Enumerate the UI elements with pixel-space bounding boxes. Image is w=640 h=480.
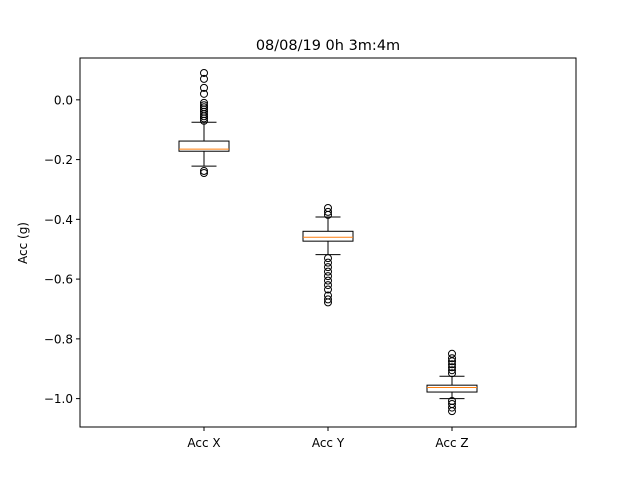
outlier-point [200, 98, 208, 107]
outlier-point [324, 285, 332, 294]
outlier-point [200, 74, 208, 83]
iqr-box [302, 230, 354, 242]
iqr-box [426, 384, 478, 393]
y-axis-label: Acc (g) [16, 222, 30, 264]
outlier-point [200, 103, 208, 112]
outlier-point [448, 354, 456, 363]
x-tick-label: Acc X [187, 436, 220, 450]
outlier-point [448, 399, 456, 408]
outlier-point [448, 366, 456, 375]
outlier-point [200, 169, 208, 178]
plot-frame [79, 57, 577, 428]
outlier-point [200, 89, 208, 98]
chart-title: 08/08/19 0h 3m:4m [256, 38, 400, 54]
box-acc-x [178, 68, 230, 178]
outlier-point [324, 263, 332, 272]
y-axis-ticks: 0.0 −0.2 −0.4 −0.6 −0.8 −1.0 [44, 93, 80, 406]
outlier-point [448, 363, 456, 372]
outlier-point [324, 291, 332, 300]
outlier-point [324, 203, 332, 212]
outlier-point [200, 101, 208, 110]
outlier-point [324, 276, 332, 285]
outlier-point [324, 295, 332, 304]
outlier-point [448, 360, 456, 369]
y-tick-label: 0.0 [54, 93, 73, 107]
y-tick-label: −0.8 [44, 332, 73, 346]
outlier-point [200, 68, 208, 77]
box-acc-z [426, 349, 478, 416]
y-tick-label: −0.2 [44, 153, 73, 167]
x-tick-label: Acc Z [435, 436, 468, 450]
outlier-point [200, 83, 208, 92]
y-tick-label: −1.0 [44, 392, 73, 406]
x-axis-ticks: Acc X Acc Y Acc Z [187, 427, 469, 450]
boxes [178, 68, 478, 416]
outlier-point [324, 254, 332, 263]
outlier-point [324, 258, 332, 267]
y-tick-label: −0.6 [44, 273, 73, 287]
outlier-point [324, 267, 332, 276]
y-tick-label: −0.4 [44, 213, 73, 227]
outlier-point [200, 166, 208, 175]
outlier-point [448, 349, 456, 358]
box-acc-y [302, 203, 354, 307]
outlier-point [448, 397, 456, 406]
iqr-box [178, 140, 230, 152]
x-tick-label: Acc Y [312, 436, 345, 450]
outlier-point [324, 281, 332, 290]
outlier-point [324, 207, 332, 216]
outlier-point [324, 272, 332, 281]
outlier-point [448, 369, 456, 378]
